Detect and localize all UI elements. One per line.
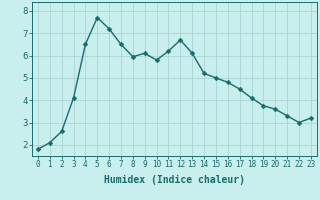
X-axis label: Humidex (Indice chaleur): Humidex (Indice chaleur) bbox=[104, 175, 245, 185]
